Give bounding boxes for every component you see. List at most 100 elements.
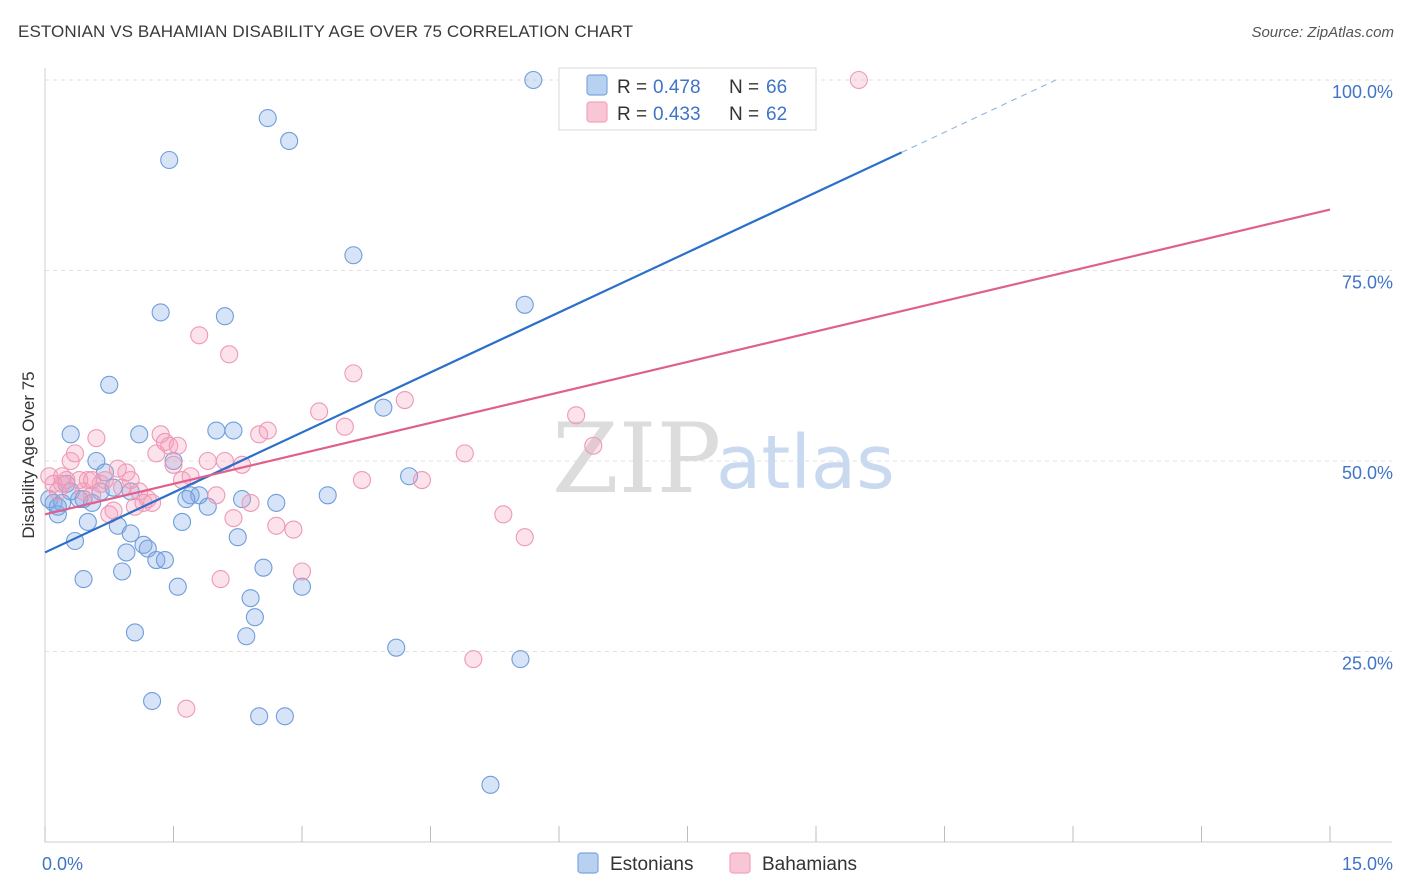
stats-legend: R = 0.478 N = 66 R = 0.433 N = 62 — [558, 67, 817, 131]
point-estonians-9 — [78, 512, 97, 532]
point-bahamians-39 — [220, 345, 239, 364]
point-estonians-14 — [100, 375, 119, 394]
point-estonians-31 — [173, 512, 192, 532]
point-bahamians-11 — [87, 429, 106, 448]
watermark: ZIP atlas — [552, 403, 895, 515]
trend-line-bahamians — [44, 208, 1331, 516]
chart-title: ESTONIAN VS BAHAMIAN DISABILITY AGE OVER… — [18, 22, 634, 41]
point-estonians-48 — [292, 577, 312, 596]
point-estonians-37 — [224, 421, 243, 440]
axes — [44, 68, 1392, 843]
point-bahamians-54 — [455, 444, 474, 463]
point-estonians-51 — [374, 398, 393, 417]
series-label-bahamians: Bahamians — [762, 854, 857, 875]
point-estonians-56 — [515, 295, 534, 314]
point-bahamians-30 — [168, 436, 187, 455]
legend-r-value-bahamians: 0.433 — [653, 104, 701, 125]
point-bahamians-48 — [310, 402, 329, 421]
point-bahamians-56 — [494, 505, 513, 524]
point-bahamians-36 — [207, 486, 226, 505]
point-estonians-39 — [232, 490, 252, 509]
point-bahamians-52 — [395, 390, 414, 410]
point-estonians-5 — [61, 425, 80, 444]
point-bahamians-15 — [104, 501, 123, 520]
point-estonians-27 — [155, 551, 174, 570]
point-estonians-20 — [125, 623, 144, 642]
point-estonians-17 — [113, 562, 132, 581]
legend-n-label-bahamians: N = — [729, 104, 759, 125]
trend-line-estonians-extension — [901, 79, 1057, 153]
x-tick-label-1: 15.0% — [1342, 854, 1393, 874]
y-tick-labels: 25.0% 50.0% 75.0% 100.0% — [1332, 82, 1393, 674]
point-bahamians-29 — [164, 455, 183, 474]
point-bahamians-37 — [211, 570, 230, 589]
y-axis-title: Disability Age Over 75 — [19, 371, 38, 538]
legend-r-label-estonians: R = — [617, 77, 647, 98]
point-bahamians-59 — [584, 436, 603, 455]
point-bahamians-13 — [95, 470, 115, 490]
point-bahamians-45 — [267, 516, 286, 535]
point-bahamians-61 — [53, 474, 72, 493]
point-bahamians-50 — [344, 364, 363, 383]
point-estonians-36 — [215, 307, 234, 326]
point-estonians-49 — [318, 486, 337, 505]
point-estonians-57 — [524, 70, 543, 90]
point-estonians-63 — [177, 490, 196, 509]
point-estonians-18 — [117, 543, 136, 562]
series-swatch-estonians — [577, 852, 599, 874]
trend-lines — [44, 79, 1331, 554]
legend-r-value-estonians: 0.478 — [653, 77, 701, 98]
point-bahamians-42 — [241, 493, 260, 512]
point-bahamians-53 — [412, 470, 431, 490]
point-estonians-52 — [387, 638, 406, 657]
point-estonians-35 — [207, 421, 226, 440]
point-bahamians-60 — [83, 470, 102, 490]
point-extra-0 — [849, 70, 868, 90]
y-tick-label-1: 50.0% — [1342, 463, 1393, 483]
point-bahamians-35 — [198, 451, 217, 471]
point-bahamians-47 — [292, 562, 312, 581]
point-estonians-38 — [228, 528, 247, 547]
point-estonians-26 — [151, 303, 170, 322]
point-estonians-46 — [275, 707, 294, 726]
chart-source: Source: ZipAtlas.com — [1251, 24, 1394, 41]
point-estonians-30 — [168, 577, 187, 596]
point-bahamians-58 — [567, 406, 586, 425]
point-estonians-41 — [241, 589, 260, 608]
legend-swatch-estonians — [586, 74, 608, 96]
point-estonians-42 — [245, 608, 264, 627]
x-tick-labels: 0.0% 15.0% — [42, 854, 1393, 874]
x-tick-label-0: 0.0% — [42, 854, 83, 874]
y-tick-label-0: 25.0% — [1342, 654, 1393, 674]
point-estonians-40 — [237, 627, 256, 646]
point-estonians-44 — [254, 558, 273, 577]
legend-swatch-bahamians — [586, 101, 608, 123]
legend-n-value-estonians: 66 — [766, 77, 787, 98]
point-bahamians-43 — [250, 425, 269, 444]
point-estonians-54 — [481, 775, 500, 794]
point-bahamians-34 — [190, 326, 209, 345]
point-bahamians-16 — [108, 459, 127, 478]
y-tick-label-2: 75.0% — [1342, 273, 1393, 293]
y-tick-label-3: 100.0% — [1332, 82, 1393, 102]
point-estonians-47 — [280, 131, 299, 151]
point-estonians-19 — [121, 524, 140, 543]
legend-r-label-bahamians: R = — [617, 104, 647, 125]
point-bahamians-38 — [215, 451, 234, 471]
legend-n-value-bahamians: 62 — [766, 104, 787, 125]
point-bahamians-46 — [284, 520, 303, 539]
point-estonians-24 — [143, 691, 162, 711]
point-estonians-55 — [511, 650, 530, 669]
watermark-zip: ZIP — [552, 403, 721, 515]
series-swatch-bahamians — [729, 852, 751, 874]
point-estonians-21 — [130, 425, 149, 444]
series-label-estonians: Estonians — [610, 854, 693, 875]
point-bahamians-6 — [65, 444, 85, 463]
point-bahamians-44 — [258, 421, 277, 440]
point-bahamians-49 — [335, 417, 354, 436]
point-bahamians-40 — [224, 509, 243, 528]
point-estonians-50 — [344, 246, 363, 265]
point-estonians-28 — [160, 150, 179, 170]
point-estonians-45 — [258, 109, 277, 128]
